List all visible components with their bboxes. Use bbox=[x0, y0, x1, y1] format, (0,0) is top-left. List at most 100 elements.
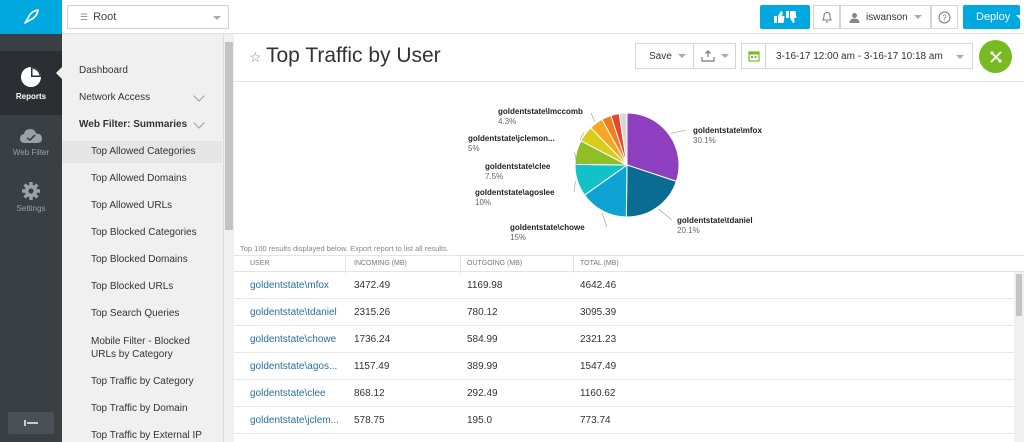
pie-slice[interactable] bbox=[626, 112, 680, 183]
outgoing-cell: 1169.98 bbox=[467, 280, 503, 291]
help-button[interactable]: ? bbox=[931, 5, 958, 29]
outgoing-cell: 292.49 bbox=[467, 388, 498, 399]
user-menu[interactable]: iswanson bbox=[840, 5, 931, 29]
user-link[interactable]: goldentstate\clee bbox=[250, 388, 326, 399]
nav-item-top-blocked-domains[interactable]: Top Blocked Domains bbox=[62, 254, 222, 265]
star-icon[interactable]: ☆ bbox=[249, 49, 262, 65]
nav-item-top-traffic-by-external-ip[interactable]: Top Traffic by External IP bbox=[62, 430, 222, 441]
active-indicator bbox=[56, 67, 62, 79]
table-row[interactable]: goldentstate\chowe 1736.24 584.99 2321.2… bbox=[234, 326, 1014, 353]
notifications-button[interactable] bbox=[813, 5, 840, 29]
pie-pct: 10% bbox=[475, 198, 492, 207]
collapse-nav-button[interactable] bbox=[8, 412, 54, 434]
nav-item-label: Top Traffic by External IP bbox=[91, 430, 202, 441]
nav-item-label: Top Allowed Categories bbox=[91, 146, 196, 157]
nav-item-label: Top Allowed URLs bbox=[91, 200, 173, 211]
page-title: Top Traffic by User bbox=[266, 44, 441, 67]
user-link[interactable]: goldentstate\mfox bbox=[250, 280, 329, 291]
pie-chart-icon bbox=[21, 67, 41, 87]
pie-label: goldentstate\chowe bbox=[510, 223, 585, 232]
pie-leader-line bbox=[670, 129, 687, 134]
nav-item-top-allowed-categories[interactable]: Top Allowed Categories bbox=[62, 146, 222, 157]
outgoing-cell: 780.12 bbox=[467, 307, 498, 318]
nav-item-top-traffic-by-domain[interactable]: Top Traffic by Domain bbox=[62, 403, 222, 414]
nav-item-label: Top Blocked Domains bbox=[91, 254, 188, 265]
nav-item-web-filter-summaries[interactable]: Web Filter: Summaries bbox=[62, 119, 222, 130]
tools-button[interactable] bbox=[979, 40, 1012, 73]
nav-item-top-traffic-by-category[interactable]: Top Traffic by Category bbox=[62, 376, 222, 387]
rail-item-settings[interactable]: Settings bbox=[0, 169, 62, 225]
nav-item-network-access[interactable]: Network Access bbox=[62, 92, 222, 103]
nav-item-label: Top Traffic by Domain bbox=[91, 403, 188, 414]
total-cell: 2321.23 bbox=[580, 334, 617, 345]
nav-scrollbar-thumb[interactable] bbox=[225, 42, 233, 230]
column-divider bbox=[460, 256, 461, 273]
rail-item-label: Web Filter bbox=[12, 148, 50, 157]
outgoing-cell: 389.99 bbox=[467, 361, 498, 372]
feedback-button[interactable] bbox=[760, 5, 810, 29]
nav-scrollbar[interactable] bbox=[223, 34, 234, 442]
pie-leader-line bbox=[658, 208, 673, 221]
table-row[interactable]: goldentstate\tdaniel 2315.26 780.12 3095… bbox=[234, 299, 1014, 326]
list-icon: ☰ bbox=[80, 11, 89, 22]
deploy-button[interactable]: Deploy bbox=[963, 5, 1024, 29]
results-note: Top 100 results displayed below. Export … bbox=[240, 244, 449, 253]
nav-item-mobile-filter-blocked[interactable]: Mobile Filter - Blocked URLs by Category bbox=[62, 335, 197, 361]
save-button[interactable]: Save bbox=[635, 43, 694, 69]
rail-item-reports[interactable]: Reports bbox=[0, 51, 62, 115]
pie-pct: 4.3% bbox=[498, 117, 517, 126]
user-link[interactable]: goldentstate\agos... bbox=[250, 361, 338, 372]
date-range-picker[interactable]: 3-16-17 12:00 am - 3-16-17 10:18 am bbox=[741, 43, 973, 69]
pie-pct: 15% bbox=[510, 233, 527, 242]
chevron-down-icon bbox=[677, 54, 686, 58]
user-link[interactable]: goldentstate\jclem... bbox=[250, 415, 339, 426]
column-divider bbox=[573, 256, 574, 273]
user-link[interactable]: goldentstate\chowe bbox=[250, 334, 337, 345]
svg-text:?: ? bbox=[942, 13, 947, 22]
pie-slice[interactable] bbox=[618, 112, 628, 166]
chevron-down-icon bbox=[213, 16, 221, 20]
col-header-total[interactable]: TOTAL (MB) bbox=[580, 260, 619, 267]
user-name: iswanson bbox=[866, 11, 908, 23]
export-button[interactable] bbox=[694, 43, 736, 69]
col-header-incoming[interactable]: INCOMING (MB) bbox=[354, 260, 407, 267]
nav-item-top-allowed-domains[interactable]: Top Allowed Domains bbox=[62, 173, 222, 184]
table-row[interactable]: goldentstate\jclem... 578.75 195.0 773.7… bbox=[234, 407, 1014, 434]
gear-icon bbox=[22, 182, 40, 200]
top-bar: ☰ Root iswanson ? Deploy bbox=[62, 0, 1024, 34]
total-cell: 3095.39 bbox=[580, 307, 617, 318]
col-header-user[interactable]: USER bbox=[250, 260, 270, 267]
rail-item-label: Reports bbox=[15, 92, 47, 101]
table-scrollbar[interactable] bbox=[1014, 272, 1024, 442]
table-row[interactable]: goldentstate\agos... 1157.49 389.99 1547… bbox=[234, 353, 1014, 380]
collapse-icon bbox=[24, 420, 38, 426]
incoming-cell: 1736.24 bbox=[354, 334, 391, 345]
rail-item-web-filter[interactable]: Web Filter bbox=[0, 115, 62, 169]
col-header-outgoing[interactable]: OUTGOING (MB) bbox=[467, 260, 523, 267]
cloud-icon bbox=[20, 129, 42, 143]
nav-item-label: Web Filter: Summaries bbox=[79, 119, 188, 130]
nav-item-top-allowed-urls[interactable]: Top Allowed URLs bbox=[62, 200, 222, 211]
app-logo[interactable] bbox=[0, 0, 62, 34]
outgoing-cell: 195.0 bbox=[467, 415, 493, 426]
nav-item-top-search-queries[interactable]: Top Search Queries bbox=[62, 308, 222, 319]
root-select[interactable]: ☰ Root bbox=[67, 5, 229, 29]
pie-slice[interactable] bbox=[625, 164, 677, 218]
pie-slice[interactable] bbox=[583, 164, 628, 218]
incoming-cell: 1157.49 bbox=[354, 361, 390, 372]
save-label: Save bbox=[649, 50, 672, 62]
tools-icon bbox=[989, 50, 1002, 63]
total-cell: 773.74 bbox=[580, 415, 611, 426]
table-row[interactable]: goldentstate\mfox 3472.49 1169.98 4642.4… bbox=[234, 272, 1014, 299]
chevron-down-icon bbox=[1016, 15, 1024, 19]
table-row[interactable]: goldentstate\clee 868.12 292.49 1160.62 bbox=[234, 380, 1014, 407]
nav-item-dashboard[interactable]: Dashboard bbox=[62, 65, 222, 76]
table-scrollbar-thumb[interactable] bbox=[1016, 274, 1022, 316]
pie-label: goldentstate\agoslee bbox=[475, 188, 555, 197]
user-link[interactable]: goldentstate\tdaniel bbox=[250, 307, 337, 318]
total-cell: 1547.49 bbox=[580, 361, 617, 372]
nav-item-top-blocked-categories[interactable]: Top Blocked Categories bbox=[62, 227, 222, 238]
nav-item-top-blocked-urls[interactable]: Top Blocked URLs bbox=[62, 281, 222, 292]
chevron-down-icon bbox=[913, 15, 922, 19]
pie-label: goldentstate\lmccomb bbox=[498, 107, 583, 116]
